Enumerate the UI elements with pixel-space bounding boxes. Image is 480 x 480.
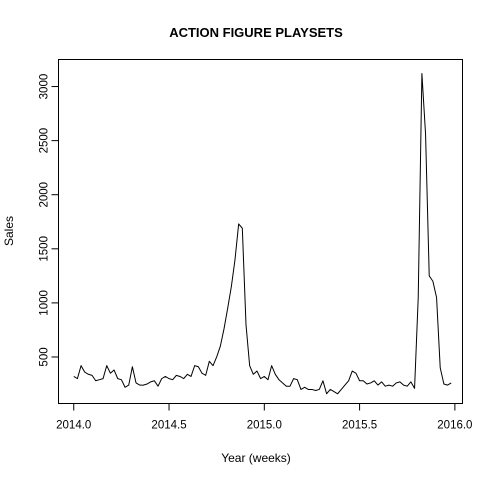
y-tick-label: 2500: [39, 128, 51, 154]
x-tick-label: 2015.5: [342, 420, 377, 432]
chart-title: ACTION FIGURE PLAYSETS: [169, 25, 343, 40]
x-axis-label: Year (weeks): [221, 451, 291, 465]
y-axis: 500 1000 1500 2000 2500 3000: [39, 74, 59, 367]
y-tick-label: 1000: [39, 290, 51, 316]
x-tick-label: 2016.0: [437, 420, 472, 432]
x-tick-label: 2015.0: [247, 420, 282, 432]
y-axis-label: Sales: [2, 216, 16, 246]
y-tick-label: 1500: [39, 236, 51, 262]
plot-frame: [58, 59, 463, 404]
y-tick-label: 500: [39, 347, 51, 366]
x-axis: 2014.0 2014.5 2015.0 2015.5 2016.0: [56, 403, 472, 432]
y-tick-label: 3000: [39, 74, 51, 100]
series-layer: [73, 73, 452, 395]
x-tick-label: 2014.0: [56, 420, 91, 432]
y-tick-label: 2000: [39, 182, 51, 208]
series-line: [73, 73, 452, 395]
x-tick-label: 2014.5: [151, 420, 186, 432]
